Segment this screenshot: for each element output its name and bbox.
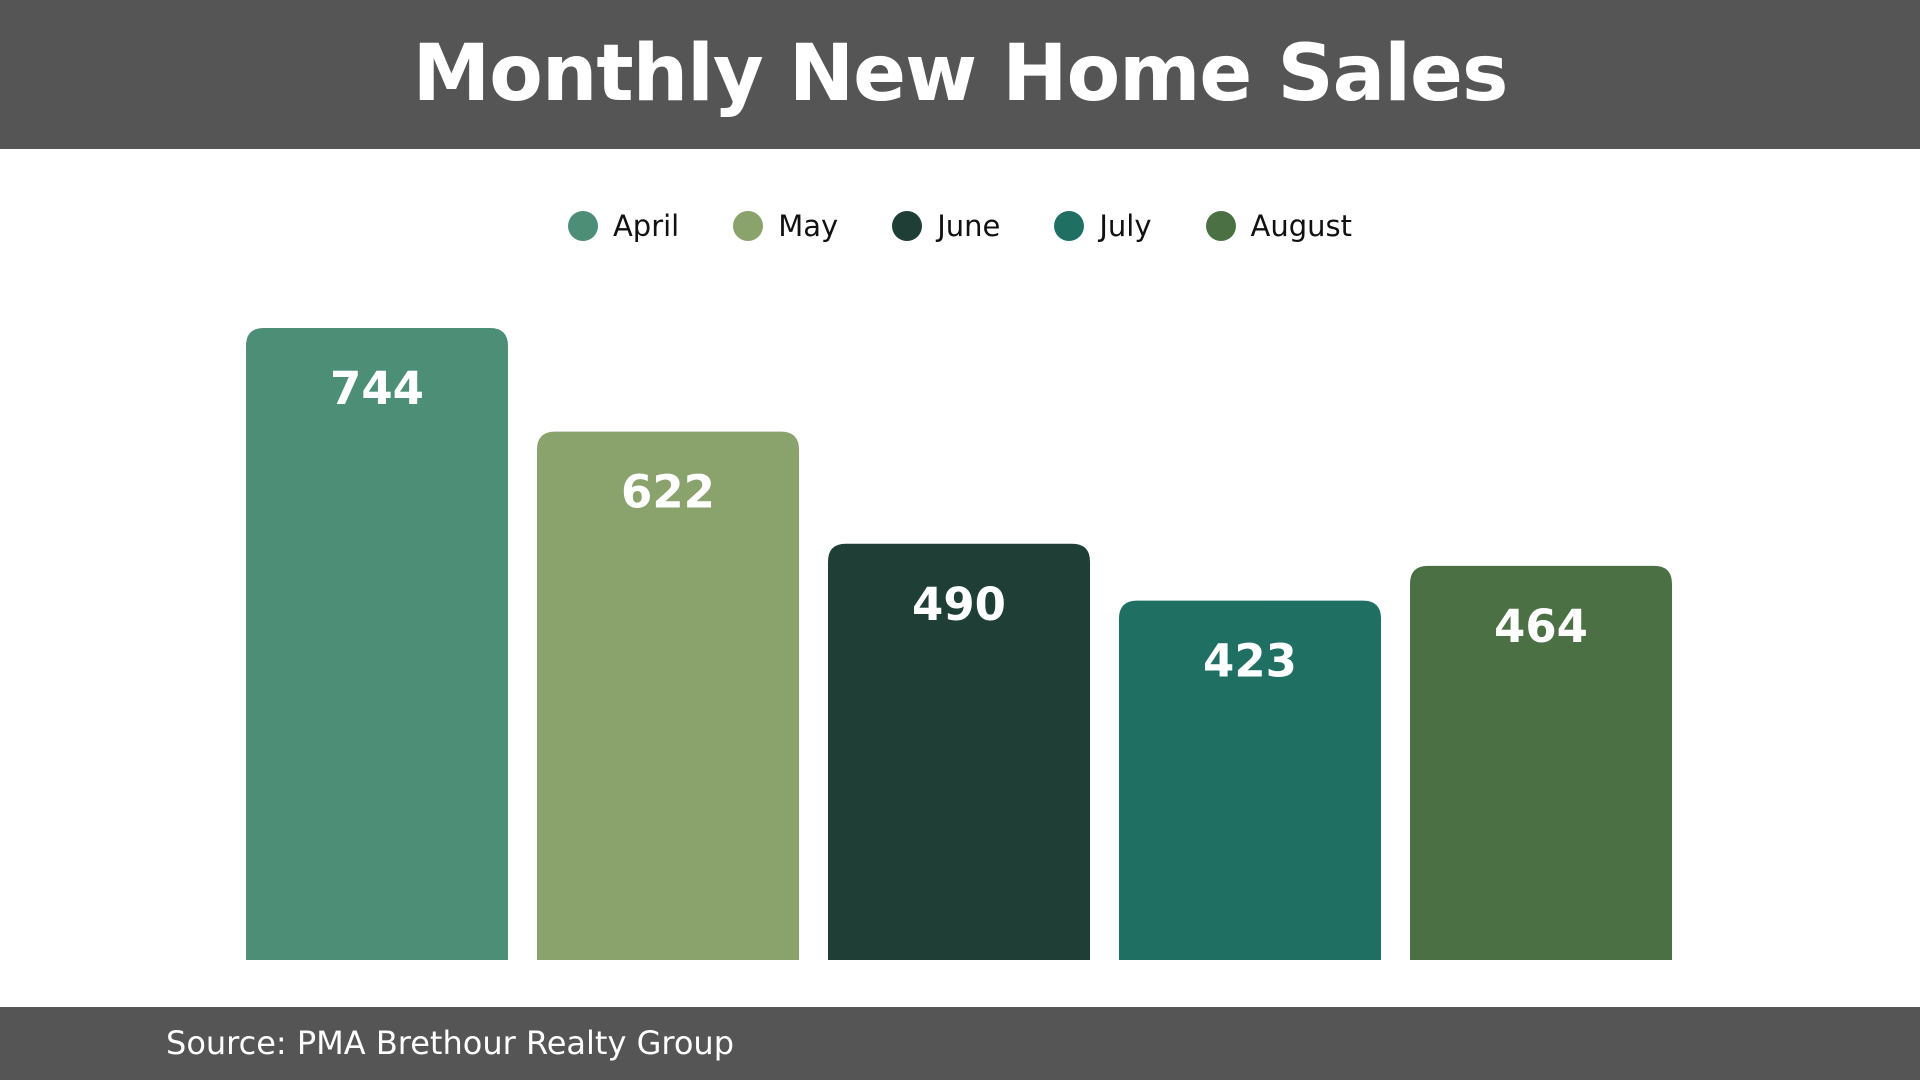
legend-swatch <box>567 211 598 241</box>
legend-item: August <box>1205 209 1353 243</box>
header-bar: Monthly New Home Sales <box>0 0 1920 149</box>
bar-june <box>828 543 1090 960</box>
source-text: Source: PMA Brethour Realty Group <box>166 1024 734 1062</box>
bar-value-label: 744 <box>330 362 424 415</box>
legend-label: May <box>778 209 839 243</box>
bar-april <box>246 328 508 960</box>
chart-title: Monthly New Home Sales <box>412 28 1509 119</box>
legend-item: May <box>733 209 838 243</box>
legend-label: June <box>937 209 1001 243</box>
bar-value-label: 622 <box>621 466 715 519</box>
bar-value-label: 490 <box>912 578 1006 631</box>
bar-value-label: 423 <box>1203 635 1297 688</box>
legend-label: April <box>612 209 680 243</box>
legend-swatch <box>733 211 764 241</box>
legend-label: August <box>1250 209 1353 243</box>
legend-swatch <box>892 211 923 241</box>
legend-item: April <box>567 209 680 243</box>
bar-value-label: 464 <box>1494 600 1588 653</box>
legend-swatch <box>1054 211 1085 241</box>
legend-item: June <box>892 209 1000 243</box>
bar-may <box>537 431 799 960</box>
legend-item: July <box>1054 209 1152 243</box>
bar-august <box>1410 565 1672 960</box>
footer-bar: Source: PMA Brethour Realty Group <box>0 1007 1920 1080</box>
legend: April May June July August <box>0 204 1920 248</box>
bar-july <box>1119 600 1381 960</box>
legend-label: July <box>1099 209 1152 243</box>
legend-swatch <box>1205 211 1236 241</box>
